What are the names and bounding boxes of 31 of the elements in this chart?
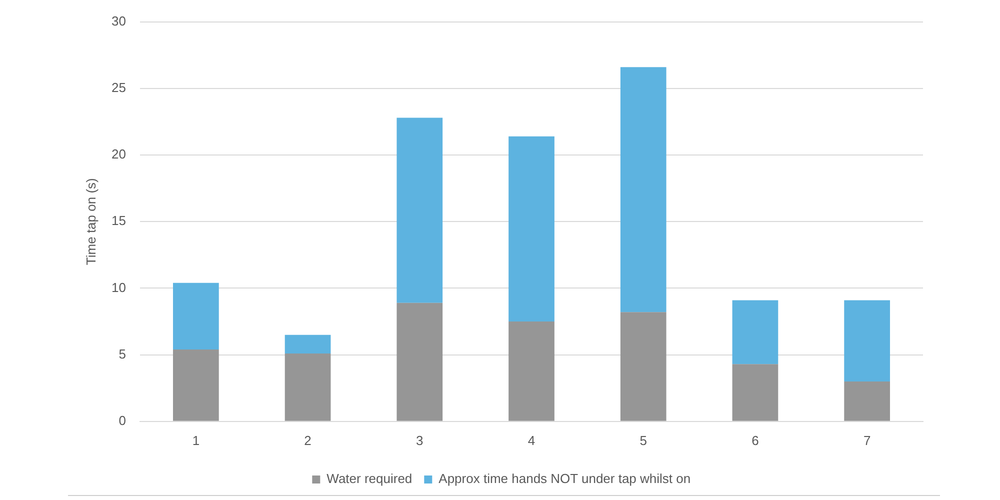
legend-label: Approx time hands NOT under tap whilst on bbox=[438, 471, 691, 486]
y-tick-label: 20 bbox=[112, 146, 126, 162]
bar bbox=[732, 300, 778, 364]
bar bbox=[732, 364, 778, 421]
x-tick-label: 2 bbox=[304, 432, 312, 448]
bar bbox=[284, 353, 331, 421]
bar bbox=[173, 349, 219, 421]
bar bbox=[173, 282, 219, 350]
y-tick-label: 5 bbox=[118, 346, 126, 362]
y-tick-label: 0 bbox=[118, 412, 126, 428]
legend-label: Water required bbox=[326, 471, 412, 486]
bar bbox=[396, 302, 443, 421]
x-tick-label: 6 bbox=[752, 432, 759, 448]
y-tick-label: 15 bbox=[112, 213, 126, 228]
bar bbox=[620, 67, 666, 312]
bar bbox=[844, 381, 890, 421]
bar bbox=[508, 322, 554, 421]
x-tick-label: 7 bbox=[863, 432, 871, 448]
y-tick-label: 25 bbox=[112, 80, 126, 95]
bar bbox=[508, 136, 554, 322]
x-tick-label: 5 bbox=[640, 432, 647, 448]
x-tick-label: 4 bbox=[528, 432, 536, 448]
y-tick-label: 30 bbox=[112, 13, 126, 28]
bar bbox=[396, 118, 443, 303]
x-tick-label: 1 bbox=[192, 432, 200, 448]
y-axis-title: Time tap on (s) bbox=[83, 178, 98, 266]
x-tick-label: 3 bbox=[416, 432, 424, 448]
bar bbox=[844, 300, 890, 382]
y-tick-label: 10 bbox=[112, 280, 126, 295]
bar bbox=[620, 312, 666, 421]
bar bbox=[284, 334, 331, 354]
